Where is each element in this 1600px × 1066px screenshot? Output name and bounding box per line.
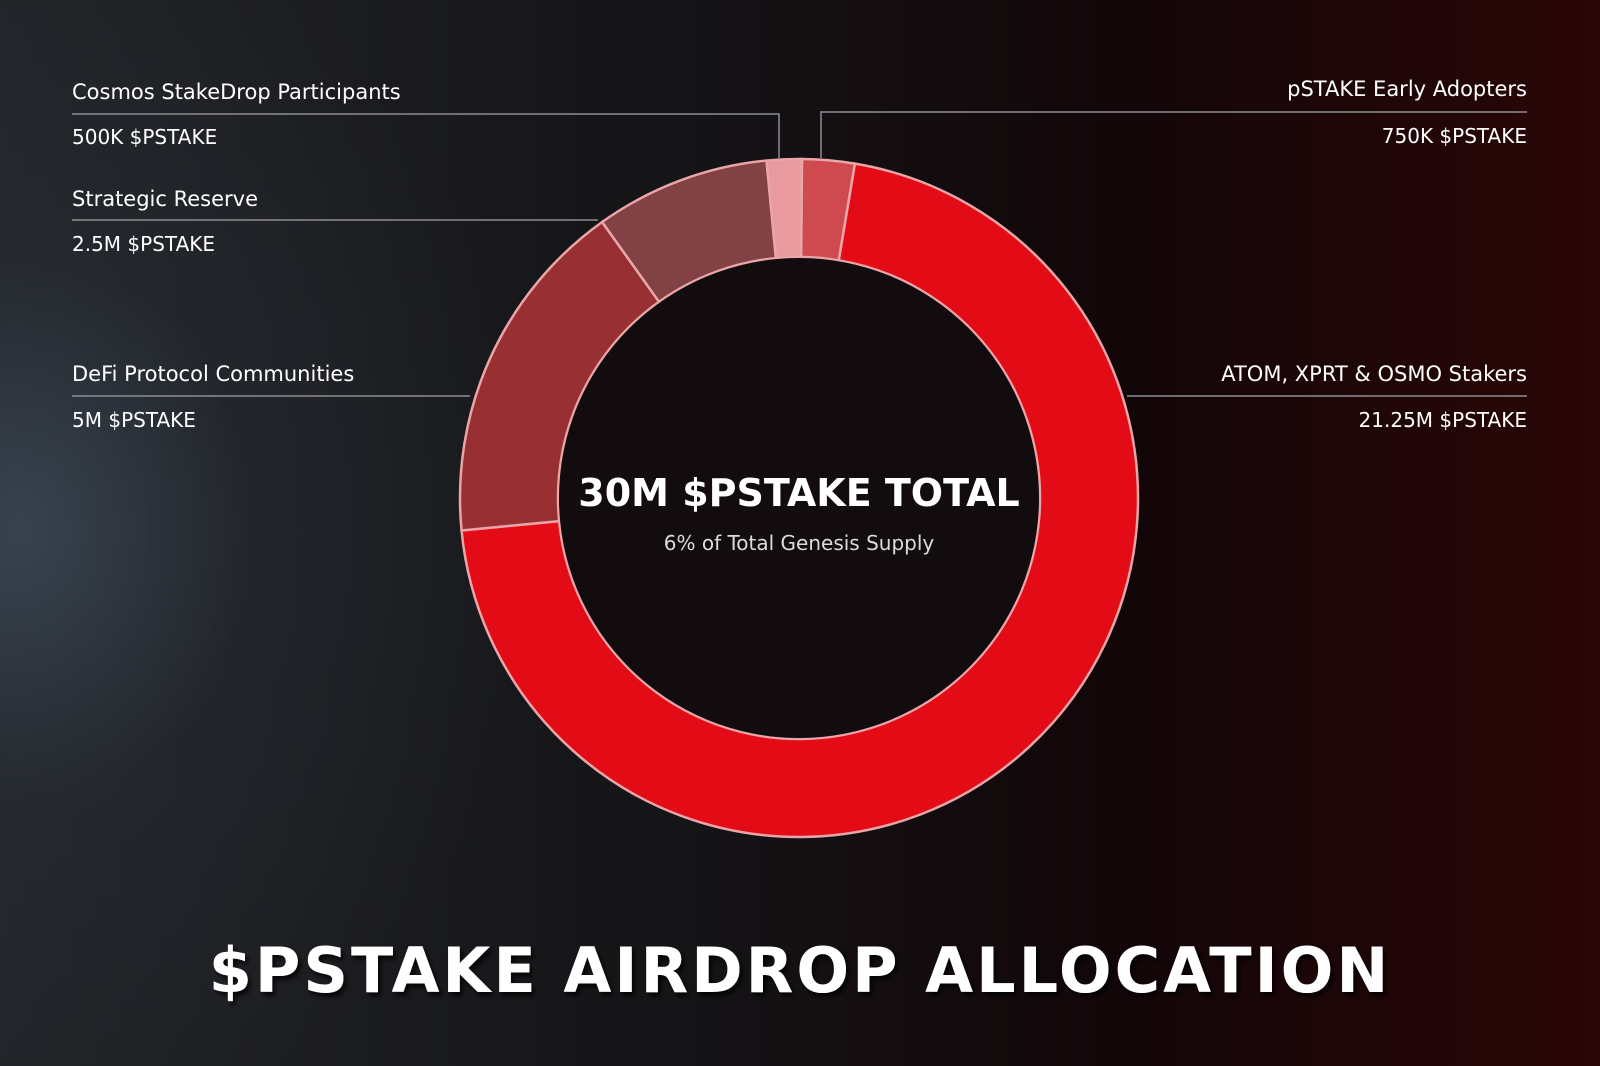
callout-name: DeFi Protocol Communities <box>72 362 354 386</box>
callout-value: 750K $PSTAKE <box>1382 124 1527 148</box>
center-subtitle-label: 6% of Total Genesis Supply <box>664 531 935 555</box>
callout-value: 2.5M $PSTAKE <box>72 232 215 256</box>
callout-value: 500K $PSTAKE <box>72 125 217 149</box>
callout-leader-line <box>820 111 1527 158</box>
callout-value: 5M $PSTAKE <box>72 408 196 432</box>
donut-hole <box>559 258 1039 738</box>
callout-leader-line <box>72 113 780 158</box>
donut-slice-atom-xprt-osmo-stakers <box>460 162 1140 839</box>
callout-name: Strategic Reserve <box>72 187 258 211</box>
callout-early-adopters: pSTAKE Early Adopters 750K $PSTAKE <box>820 77 1527 158</box>
donut-slice-cosmos-stakedrop-participants <box>765 157 804 260</box>
callout-strategic-reserve: Strategic Reserve 2.5M $PSTAKE <box>72 187 598 256</box>
callout-atom-stakers: ATOM, XPRT & OSMO Stakers 21.25M $PSTAKE <box>1127 362 1527 432</box>
center-total-label: 30M $PSTAKE TOTAL <box>578 471 1019 515</box>
callout-name: Cosmos StakeDrop Participants <box>72 80 401 104</box>
callout-value: 21.25M $PSTAKE <box>1359 408 1527 432</box>
chart-title: $PSTAKE AIRDROP ALLOCATION <box>209 934 1392 1007</box>
callout-cosmos-stakedrop: Cosmos StakeDrop Participants 500K $PSTA… <box>72 80 780 158</box>
callout-defi-communities: DeFi Protocol Communities 5M $PSTAKE <box>72 362 470 432</box>
callout-name: pSTAKE Early Adopters <box>1287 77 1527 101</box>
donut-slices <box>458 157 1140 839</box>
callout-name: ATOM, XPRT & OSMO Stakers <box>1221 362 1527 386</box>
